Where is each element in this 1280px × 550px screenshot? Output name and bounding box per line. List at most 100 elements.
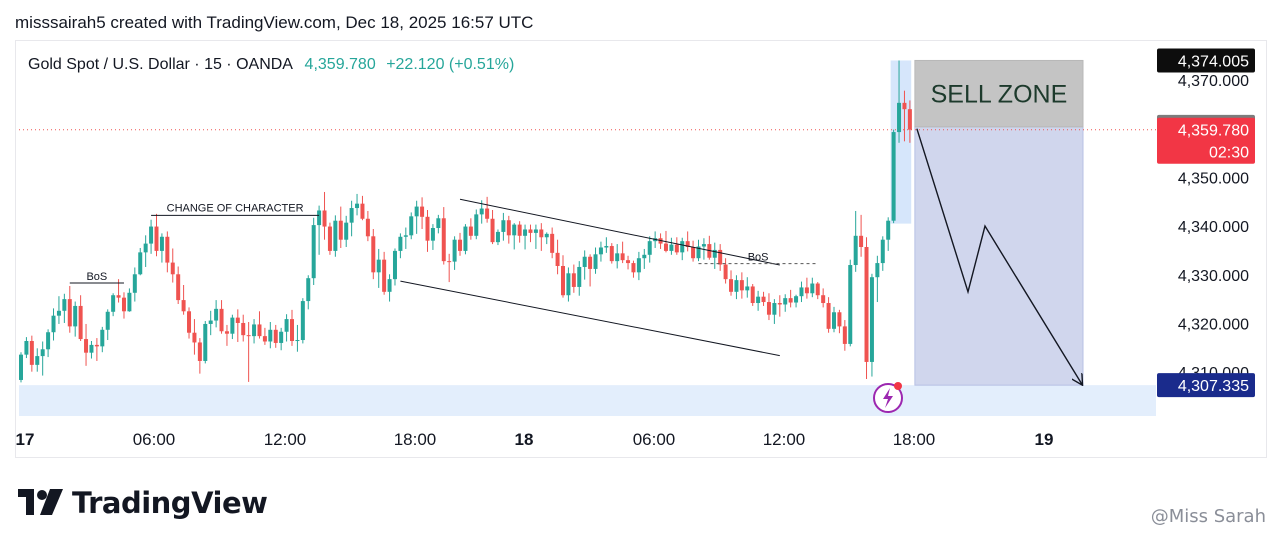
- candle[interactable]: [436, 214, 441, 234]
- candle[interactable]: [582, 250, 587, 280]
- candle[interactable]: [799, 281, 804, 303]
- candle[interactable]: [495, 229, 500, 246]
- candle[interactable]: [338, 206, 343, 248]
- candle[interactable]: [907, 100, 912, 143]
- candle[interactable]: [371, 228, 376, 280]
- candle[interactable]: [902, 90, 907, 142]
- candle[interactable]: [306, 275, 311, 310]
- candle[interactable]: [869, 273, 874, 377]
- candle[interactable]: [219, 300, 224, 334]
- candle[interactable]: [832, 306, 836, 333]
- candle[interactable]: [875, 255, 880, 303]
- candle[interactable]: [159, 233, 164, 263]
- candle[interactable]: [642, 248, 647, 269]
- candle[interactable]: [691, 240, 696, 262]
- sell-zone[interactable]: [914, 59, 1084, 128]
- candle[interactable]: [533, 224, 538, 249]
- candle[interactable]: [598, 241, 603, 262]
- candle[interactable]: [317, 205, 322, 255]
- candle[interactable]: [463, 224, 468, 255]
- candle[interactable]: [187, 307, 192, 339]
- candle[interactable]: [62, 293, 67, 323]
- candle[interactable]: [430, 224, 435, 250]
- candle[interactable]: [333, 215, 338, 257]
- candle[interactable]: [290, 309, 294, 346]
- channel-upper-line[interactable]: [459, 198, 780, 266]
- candle[interactable]: [40, 341, 45, 376]
- candle[interactable]: [132, 267, 137, 302]
- candle[interactable]: [398, 233, 403, 259]
- candle[interactable]: [783, 294, 788, 312]
- candle[interactable]: [441, 207, 446, 265]
- candle[interactable]: [528, 224, 533, 243]
- candle[interactable]: [322, 191, 327, 240]
- candle[interactable]: [138, 247, 143, 276]
- candle[interactable]: [73, 301, 78, 337]
- candle[interactable]: [864, 237, 869, 379]
- candle[interactable]: [89, 341, 94, 359]
- candle[interactable]: [588, 254, 593, 287]
- candle[interactable]: [523, 224, 528, 250]
- candle[interactable]: [604, 237, 609, 253]
- candle[interactable]: [414, 200, 419, 234]
- candle[interactable]: [544, 232, 549, 245]
- candle[interactable]: [517, 221, 522, 243]
- candle[interactable]: [84, 323, 89, 366]
- tradingview-logo[interactable]: TradingView: [18, 486, 268, 520]
- candle[interactable]: [344, 215, 349, 248]
- candle[interactable]: [571, 264, 576, 293]
- candle[interactable]: [707, 235, 712, 260]
- candle[interactable]: [273, 324, 278, 348]
- candle[interactable]: [848, 259, 853, 347]
- lightning-badge-icon[interactable]: [873, 382, 903, 413]
- candle[interactable]: [631, 260, 636, 278]
- candle[interactable]: [420, 197, 425, 229]
- candle[interactable]: [685, 231, 690, 252]
- candle[interactable]: [382, 251, 387, 295]
- candle[interactable]: [447, 253, 452, 283]
- candle[interactable]: [712, 242, 717, 269]
- candle[interactable]: [804, 277, 809, 299]
- candle[interactable]: [51, 308, 56, 341]
- candle[interactable]: [853, 210, 858, 272]
- candle[interactable]: [609, 243, 614, 264]
- candle[interactable]: [550, 227, 555, 259]
- candle[interactable]: [745, 277, 750, 298]
- candle[interactable]: [67, 285, 72, 333]
- candle[interactable]: [788, 289, 793, 308]
- candle[interactable]: [636, 251, 641, 281]
- candle[interactable]: [837, 309, 842, 334]
- candle[interactable]: [121, 292, 126, 319]
- candle[interactable]: [766, 293, 771, 321]
- candle[interactable]: [284, 314, 289, 342]
- candle[interactable]: [170, 248, 175, 283]
- candle[interactable]: [311, 217, 316, 285]
- candle[interactable]: [29, 335, 34, 372]
- candle[interactable]: [696, 239, 701, 262]
- candle[interactable]: [886, 217, 891, 251]
- candle[interactable]: [56, 296, 61, 324]
- candle[interactable]: [458, 232, 463, 256]
- candle[interactable]: [718, 244, 723, 271]
- candle[interactable]: [392, 248, 397, 286]
- candle[interactable]: [815, 282, 820, 300]
- candle[interactable]: [756, 290, 761, 311]
- candle[interactable]: [262, 327, 267, 345]
- candle[interactable]: [506, 215, 511, 244]
- candle[interactable]: [127, 288, 132, 312]
- candle[interactable]: [143, 235, 148, 267]
- candle[interactable]: [176, 266, 181, 304]
- candle[interactable]: [680, 237, 685, 261]
- candle[interactable]: [512, 223, 517, 250]
- candle[interactable]: [501, 212, 506, 241]
- candle[interactable]: [46, 329, 51, 358]
- candle[interactable]: [100, 326, 105, 353]
- candle[interactable]: [327, 222, 332, 255]
- candle[interactable]: [750, 284, 755, 306]
- candle[interactable]: [403, 227, 408, 249]
- candle[interactable]: [111, 293, 116, 317]
- candle[interactable]: [897, 60, 902, 143]
- candle[interactable]: [821, 288, 826, 308]
- candle[interactable]: [19, 352, 23, 383]
